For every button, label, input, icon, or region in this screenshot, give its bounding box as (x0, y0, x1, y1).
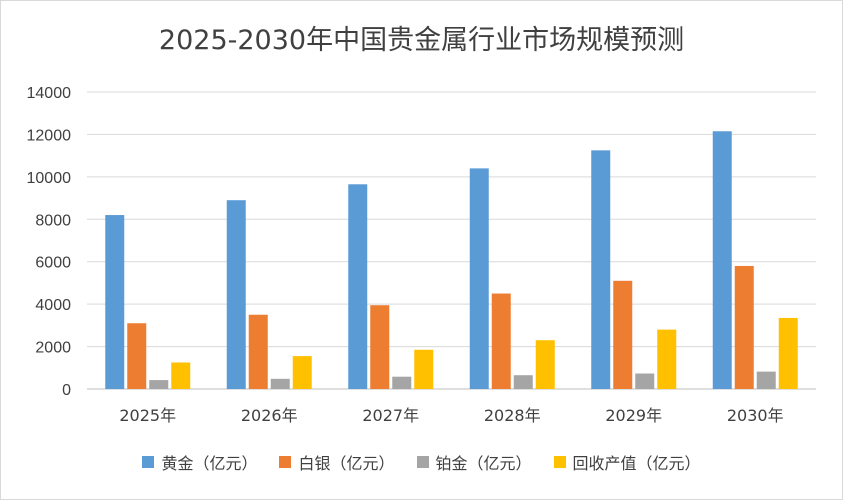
legend-label: 黄金（亿元） (161, 454, 258, 473)
legend-swatch (142, 456, 155, 468)
x-tick-label: 2026年 (241, 406, 298, 425)
legend: 黄金（亿元） 白银（亿元） 铂金（亿元） 回收产值（亿元） (0, 450, 843, 474)
bar (105, 215, 125, 389)
bar (392, 376, 412, 389)
bar (613, 280, 633, 389)
legend-item: 回收产值（亿元） (553, 450, 701, 474)
y-tick-label: 10000 (27, 170, 72, 187)
y-tick-label: 8000 (35, 212, 71, 229)
bar (469, 168, 489, 389)
y-tick-label: 4000 (35, 297, 71, 314)
legend-item: 黄金（亿元） (142, 450, 257, 474)
bar (591, 150, 611, 389)
legend-item: 铂金（亿元） (416, 450, 532, 474)
bar (127, 323, 147, 389)
x-tick-label: 2028年 (484, 406, 541, 425)
legend-label: 铂金（亿元） (435, 454, 532, 473)
legend-swatch (553, 456, 566, 468)
bar (734, 265, 754, 389)
bar (171, 362, 191, 389)
bar (657, 329, 677, 389)
bar (491, 293, 511, 389)
y-tick-label: 12000 (27, 127, 72, 144)
legend-label: 回收产值（亿元） (572, 454, 701, 473)
bar (226, 200, 246, 389)
bar (756, 371, 776, 389)
bar (513, 375, 533, 389)
bar (414, 349, 434, 389)
bar (292, 356, 312, 389)
y-tick-label: 14000 (27, 85, 72, 102)
bar (248, 314, 268, 389)
legend-swatch (279, 456, 292, 468)
bar (778, 317, 798, 389)
legend-label: 白银（亿元） (298, 454, 395, 473)
y-tick-label: 2000 (35, 340, 71, 357)
bar (712, 131, 732, 389)
x-tick-label: 2027年 (362, 406, 419, 425)
chart-title: 2025-2030年中国贵金属行业市场规模预测 (158, 25, 685, 56)
legend-item: 白银（亿元） (279, 450, 395, 474)
legend-swatch (416, 456, 429, 468)
x-tick-label: 2030年 (727, 406, 784, 425)
bar (270, 378, 290, 389)
y-tick-label: 6000 (35, 255, 71, 272)
bar (535, 340, 555, 389)
bar (370, 305, 390, 389)
bar (635, 373, 655, 389)
bar (149, 380, 169, 389)
x-tick-label: 2029年 (605, 406, 662, 425)
y-tick-label: 0 (62, 382, 71, 399)
bar (348, 184, 368, 389)
x-tick-label: 2025年 (119, 406, 176, 425)
